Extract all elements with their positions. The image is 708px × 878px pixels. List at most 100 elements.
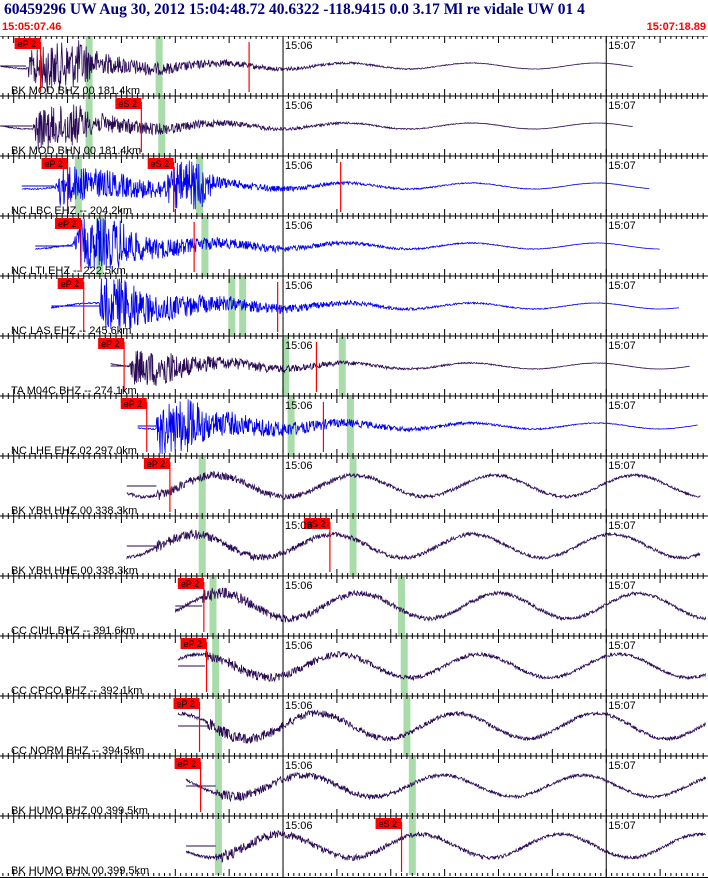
pick-flag-label: eP 2 — [147, 459, 165, 469]
waveform-trace — [34, 217, 660, 269]
pick-flag-label: eP 2 — [178, 759, 196, 769]
predicted-arrival-band — [198, 457, 206, 515]
minute-tick-label: 15:06 — [285, 820, 313, 832]
channel-label: BK HUMO BHZ 00 399.5km — [11, 805, 148, 817]
channel-label: BK MOD BHZ 00 181.4km — [11, 85, 140, 97]
pick-flag — [143, 458, 170, 469]
minute-tick-label: 15:06 — [285, 460, 313, 472]
minute-tick-label: 15:06 — [285, 220, 313, 232]
minute-tick-label: 15:07 — [608, 700, 636, 712]
channel-label: TA M04C BHZ -- 274.1km — [11, 385, 137, 397]
channel-label: BK YBH HHZ 00 338.3km — [11, 505, 137, 517]
pick-flag — [303, 518, 330, 529]
pick-flag-label: eP 2 — [18, 39, 36, 49]
pick-flag-label: eP 2 — [58, 219, 76, 229]
predicted-arrival-band — [209, 577, 217, 635]
channel-label: NC LTI EHZ -- 222.5km — [11, 265, 126, 277]
minute-tick-label: 15:07 — [608, 460, 636, 472]
waveform-trace — [174, 587, 707, 623]
waveform-trace — [177, 709, 706, 744]
pick-flag — [174, 758, 201, 769]
minute-tick-label: 15:06 — [285, 400, 313, 412]
pick-flag — [180, 638, 207, 649]
pick-flag-label: eS 2 — [118, 99, 137, 109]
minute-tick-label: 15:07 — [608, 280, 636, 292]
channel-label: BK YBH HHE 00 338.3km — [11, 565, 138, 577]
pick-flag — [177, 578, 204, 589]
predicted-arrival-band — [155, 37, 163, 95]
channel-label: NC LAS EHZ -- 245.6km — [11, 325, 131, 337]
predicted-arrival-band — [398, 577, 406, 635]
waveform-trace — [137, 399, 698, 455]
pick-flag — [55, 218, 82, 229]
channel-label: BK MOD BHN 00 181.4km — [11, 145, 141, 157]
predicted-arrival-band — [400, 637, 408, 695]
minute-tick-label: 15:07 — [608, 580, 636, 592]
minute-tick-label: 15:06 — [285, 340, 313, 352]
pick-flag — [98, 338, 125, 349]
channel-label: CC CPCO BHZ -- 392.1km — [11, 685, 142, 697]
predicted-arrival-band — [349, 457, 357, 515]
pick-flag — [57, 278, 84, 289]
predicted-arrival-band — [212, 637, 220, 695]
predicted-arrival-band — [403, 697, 411, 755]
predicted-arrival-band — [198, 517, 206, 575]
pick-flag-label: eS 2 — [151, 159, 170, 169]
waveform-trace — [110, 350, 690, 386]
pick-flag — [375, 818, 402, 829]
waveform-trace — [21, 160, 650, 210]
minute-tick-label: 15:06 — [285, 160, 313, 172]
event-title: 60459296 UW Aug 30, 2012 15:04:48.72 40.… — [4, 1, 585, 18]
channel-label: NC LHE EHZ 02 297.0km — [11, 445, 137, 457]
minute-tick-label: 15:07 — [608, 340, 636, 352]
pick-flag-label: eP 2 — [124, 399, 142, 409]
channel-label: CC NORM BHZ -- 394.5km — [11, 745, 144, 757]
predicted-arrival-band — [338, 337, 346, 395]
minute-tick-label: 15:07 — [608, 760, 636, 772]
channel-label: NC LBC EHZ -- 204.2km — [11, 205, 132, 217]
pick-flag-label: eP 2 — [101, 339, 119, 349]
pick-flag — [173, 698, 200, 709]
minute-tick-label: 15:06 — [285, 760, 313, 772]
predicted-arrival-band — [408, 817, 416, 875]
channel-label: BK HUMO BHN 00 399.5km — [11, 865, 149, 877]
predicted-arrival-band — [287, 397, 295, 455]
pick-flag — [41, 158, 68, 169]
predicted-arrival-band — [158, 97, 166, 155]
waveform-trace — [51, 277, 680, 331]
waveform-trace — [0, 104, 633, 150]
waveform-trace — [185, 771, 706, 803]
minute-tick-label: 15:07 — [608, 640, 636, 652]
predicted-arrival-band — [214, 757, 222, 815]
minute-tick-label: 15:06 — [285, 280, 313, 292]
minute-tick-label: 15:07 — [608, 220, 636, 232]
pick-flag-label: eP 2 — [184, 639, 202, 649]
minute-tick-label: 15:06 — [285, 640, 313, 652]
predicted-arrival-band — [214, 817, 222, 875]
channel-label: CC CIHL BHZ -- 391.6km — [11, 625, 135, 637]
minute-tick-label: 15:07 — [608, 100, 636, 112]
waveform-traces — [0, 40, 707, 864]
pick-flag-label: eS 2 — [379, 819, 398, 829]
minute-tick-label: 15:07 — [608, 820, 636, 832]
pick-flag — [120, 398, 147, 409]
minute-tick-label: 15:06 — [285, 40, 313, 52]
pick-flag-label: eS 2 — [307, 519, 326, 529]
plot-header: 60459296 UW Aug 30, 2012 15:04:48.72 40.… — [0, 0, 708, 36]
phase-picks: eP 2 eS 2 eP 2 eS 2 eP 2 eP 2 eP 2 eP 2 eP 2 eS 2… — [14, 38, 403, 872]
pick-flag-label: eP 2 — [177, 699, 195, 709]
pick-flag-label: eP 2 — [45, 159, 63, 169]
predicted-arrival-band — [282, 337, 290, 395]
predicted-arrival-band — [201, 217, 209, 275]
minute-tick-label: 15:07 — [608, 520, 636, 532]
waveform-trace — [0, 40, 633, 92]
minute-tick-label: 15:07 — [608, 40, 636, 52]
minute-tick-label: 15:06 — [285, 100, 313, 112]
pick-flag — [147, 158, 174, 169]
window-start-time: 15:05:07.46 — [2, 21, 62, 33]
pick-flag-label: eP 2 — [61, 279, 79, 289]
waveform-trace — [126, 470, 701, 501]
minute-tick-label: 15:07 — [608, 400, 636, 412]
pick-flag-label: eP 2 — [181, 579, 199, 589]
predicted-arrival-band — [349, 517, 357, 575]
